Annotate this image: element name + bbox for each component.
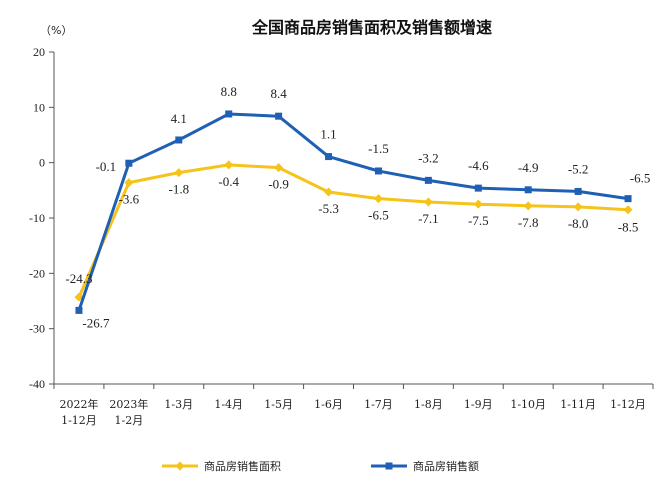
series-line-2 [77, 112, 629, 311]
y-tick-label: 10 [33, 100, 45, 114]
x-tick-labels: 2022年 1-12月 2023年 1-2月 1-3月 1-4月 1-5月 1-6月 1-7月 1… [59, 397, 645, 427]
y-tick-label: -10 [29, 211, 45, 225]
data-label: -3.6 [119, 192, 140, 207]
data-point [125, 159, 133, 167]
y-axis-unit: （%） [40, 24, 72, 37]
x-tick-label: 2023年 [109, 397, 148, 411]
axes: 20 10 0 -10 -20 -30 -40 [29, 45, 654, 391]
legend-marker [175, 461, 185, 471]
legend-label: 商品房销售额 [413, 459, 479, 473]
x-tick-label: 1-10月 [510, 398, 546, 411]
data-label: -8.5 [618, 220, 639, 235]
data-point [175, 136, 183, 144]
data-point [423, 197, 433, 207]
data-labels: -24.3 -3.6 -1.8 -0.4 -0.9 -5.3 -6.5 -7.1 -7.5 -7.… [65, 84, 650, 330]
data-point [624, 195, 632, 203]
data-label: 8.8 [221, 84, 237, 99]
data-point [424, 176, 432, 184]
data-point [224, 160, 234, 170]
x-tick-label: 1-5月 [264, 398, 293, 411]
data-point [374, 167, 382, 175]
x-tick-label: 1-6月 [314, 398, 343, 411]
data-label: -1.8 [168, 182, 189, 197]
data-label: -0.1 [96, 159, 117, 174]
data-point [524, 186, 532, 194]
data-point [373, 194, 383, 204]
data-point [473, 199, 483, 209]
series-layer [74, 110, 633, 314]
data-label: -5.3 [318, 201, 339, 216]
x-tick-label: 1-9月 [464, 398, 493, 411]
data-label: -1.5 [368, 141, 389, 156]
data-label: -5.2 [568, 161, 589, 176]
x-tick-label: 1-12月 [61, 414, 97, 427]
y-tick-label: -30 [29, 322, 45, 336]
y-tick-label: -20 [29, 266, 45, 280]
data-label: -24.3 [65, 271, 92, 286]
data-label: -3.2 [418, 150, 439, 165]
x-tick-label: 1-3月 [164, 398, 193, 411]
data-label: -6.5 [368, 208, 389, 223]
data-label: 1.1 [320, 127, 336, 142]
data-point [124, 178, 134, 188]
data-label: 8.4 [271, 86, 288, 101]
data-label: -7.5 [468, 213, 489, 228]
data-point [474, 184, 482, 192]
x-tick-label: 1-12月 [610, 398, 646, 411]
data-label: 4.1 [171, 111, 187, 126]
x-tick-label: 1-8月 [414, 398, 443, 411]
data-point [325, 153, 333, 161]
data-label: -4.6 [468, 158, 489, 173]
y-tick-label: -40 [29, 377, 45, 391]
data-label: -7.1 [418, 211, 439, 226]
x-tick-label: 1-4月 [214, 398, 243, 411]
data-point [275, 112, 283, 120]
data-point [174, 168, 184, 178]
legend: 商品房销售面积 商品房销售额 [162, 459, 479, 473]
legend-marker [385, 462, 393, 470]
series-line-1 [77, 163, 629, 298]
x-tick-label: 1-7月 [364, 398, 393, 411]
chart-title: 全国商品房销售面积及销售额增速 [251, 18, 492, 37]
y-tick-label: 0 [39, 156, 45, 170]
data-point [274, 163, 284, 173]
data-point [623, 205, 633, 215]
data-point [225, 110, 233, 118]
legend-label: 商品房销售面积 [204, 459, 281, 473]
data-label: -4.9 [518, 160, 539, 175]
x-tick-label: 2022年 [59, 397, 98, 411]
x-tick-label: 1-11月 [560, 398, 596, 411]
data-label: -8.0 [568, 216, 589, 231]
data-point [574, 187, 582, 195]
data-point [573, 202, 583, 212]
data-label: -7.8 [518, 215, 539, 230]
data-label: -26.7 [82, 315, 110, 330]
data-label: -6.5 [630, 171, 651, 186]
y-tick-label: 20 [33, 45, 45, 59]
x-tick-label: 1-2月 [115, 414, 144, 427]
data-label: -0.9 [268, 177, 289, 192]
data-point [324, 187, 334, 197]
data-point [75, 306, 83, 314]
data-point [523, 201, 533, 211]
data-label: -0.4 [218, 174, 239, 189]
